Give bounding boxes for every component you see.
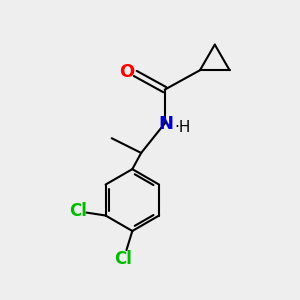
Text: O: O <box>119 63 135 81</box>
Text: Cl: Cl <box>69 202 86 220</box>
Text: Cl: Cl <box>115 250 132 268</box>
Text: N: N <box>158 116 173 134</box>
Text: ·H: ·H <box>175 119 191 134</box>
